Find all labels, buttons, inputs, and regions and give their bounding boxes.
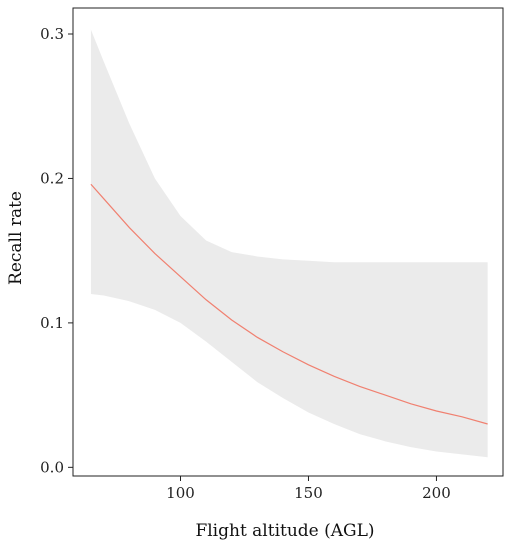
x-tick-label: 200 bbox=[422, 484, 451, 502]
axes: 0.0 0.1 0.2 0.3 100 150 200 bbox=[40, 7, 504, 502]
y-tick-label: 0.3 bbox=[40, 25, 64, 43]
confidence-band bbox=[90, 29, 488, 458]
y-tick-label: 0.2 bbox=[40, 169, 64, 187]
y-axis-title: Recall rate bbox=[6, 191, 26, 285]
fit-line bbox=[90, 183, 488, 425]
x-axis-title: Flight altitude (AGL) bbox=[195, 521, 374, 541]
x-tick-label: 150 bbox=[294, 484, 323, 502]
plot-area bbox=[90, 29, 488, 458]
y-tick-label: 0.1 bbox=[40, 314, 64, 332]
x-tick-label: 100 bbox=[166, 484, 195, 502]
y-tick-label: 0.0 bbox=[40, 458, 64, 476]
plot-frame bbox=[72, 7, 504, 477]
